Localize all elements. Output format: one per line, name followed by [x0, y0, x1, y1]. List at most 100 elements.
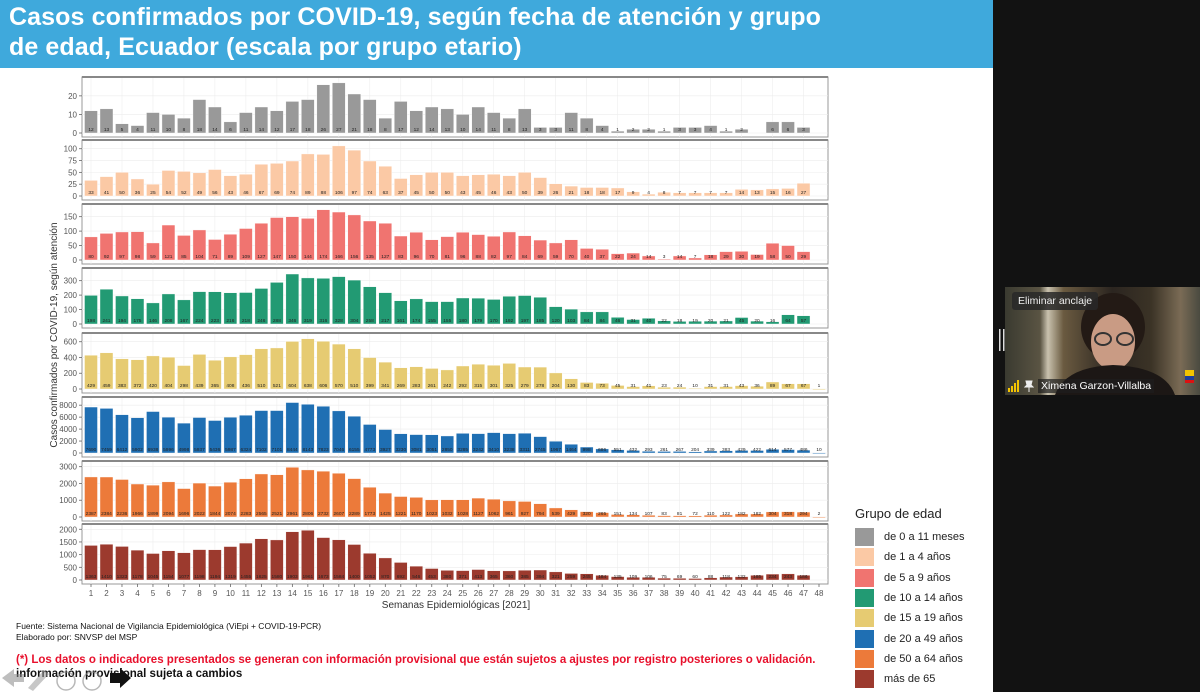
- legend-label: de 5 a 9 años: [884, 571, 951, 584]
- bar: [641, 451, 656, 454]
- bar-value-label: 11: [491, 127, 496, 133]
- bar: [765, 121, 780, 134]
- bar: [456, 570, 470, 581]
- bar-value-label: 408: [226, 383, 234, 389]
- bar-value-label: 234: [769, 574, 777, 580]
- zoom-circle-icon[interactable]: [56, 671, 76, 691]
- legend-swatch: [855, 528, 874, 547]
- bar-value-label: 283: [412, 383, 420, 389]
- bar-value-label: 109: [242, 254, 250, 260]
- bar-value-label: 39: [538, 190, 544, 196]
- bar: [254, 473, 269, 518]
- slideshow-controls[interactable]: [0, 664, 140, 692]
- bar: [440, 570, 454, 581]
- bar-value-label: 174: [412, 318, 420, 324]
- bar-value-label: 218: [242, 318, 250, 324]
- bar-value-label: 122: [722, 511, 730, 517]
- bar: [595, 125, 609, 134]
- x-tick-label: 26: [474, 589, 483, 598]
- bar: [409, 434, 423, 454]
- bar-value-label: 10: [460, 127, 466, 133]
- more-circle-icon[interactable]: [82, 671, 102, 691]
- bar: [409, 174, 423, 197]
- bar: [440, 369, 454, 390]
- bar: [579, 573, 594, 581]
- bar-value-label: 216: [226, 318, 234, 324]
- legend-item: de 15 a 19 años: [855, 608, 965, 628]
- bar: [115, 295, 129, 325]
- bar: [84, 295, 98, 325]
- bar: [564, 378, 578, 390]
- bar: [84, 180, 98, 197]
- bar: [781, 573, 795, 581]
- bar: [223, 234, 238, 261]
- bar: [223, 175, 238, 197]
- bar: [270, 539, 284, 581]
- bar-value-label: 383: [118, 383, 126, 389]
- pen-icon[interactable]: [28, 670, 49, 691]
- bar: [378, 117, 392, 134]
- bar-value-label: 50: [429, 190, 435, 196]
- legend-label: de 15 a 19 años: [884, 612, 963, 625]
- bar-value-label: 1903: [287, 574, 298, 580]
- bar: [146, 242, 160, 261]
- bar-value-label: 43: [739, 383, 745, 389]
- bar: [688, 192, 702, 197]
- y-tick-label: 200: [64, 369, 78, 378]
- bar-value-label: 328: [335, 318, 343, 324]
- bar: [672, 192, 687, 197]
- bar-value-label: 2961: [287, 511, 298, 517]
- bar: [487, 236, 501, 261]
- bar: [254, 164, 269, 197]
- bar: [533, 436, 547, 454]
- bar: [564, 308, 578, 325]
- bar-value-label: 261: [660, 447, 668, 453]
- unpin-button[interactable]: Eliminar anclaje: [1012, 292, 1099, 310]
- bar-value-label: 360: [505, 574, 513, 580]
- bar-value-label: 9: [632, 190, 635, 196]
- x-tick-label: 32: [567, 589, 576, 598]
- bar: [626, 386, 640, 390]
- bar-value-label: 13: [104, 127, 110, 133]
- bar-value-label: 135: [614, 574, 622, 580]
- bar-value-label: 41: [646, 383, 652, 389]
- bar: [502, 363, 516, 390]
- bar-value-label: 50: [119, 190, 125, 196]
- bar: [657, 451, 671, 454]
- bar-value-label: 3: [539, 127, 542, 133]
- participant-video[interactable]: Eliminar anclaje Ximena Garzon-Villalba: [1005, 287, 1200, 395]
- bar: [440, 108, 454, 134]
- bar: [471, 497, 485, 518]
- bar: [84, 355, 98, 390]
- bar-value-label: 292: [459, 383, 467, 389]
- legend-title: Grupo de edad: [855, 506, 942, 521]
- bar-value-label: 325: [505, 383, 513, 389]
- bar: [518, 501, 532, 518]
- legend-item: de 5 a 9 años: [855, 568, 965, 588]
- bar: [332, 473, 346, 518]
- bar: [765, 243, 780, 261]
- bar: [626, 450, 640, 454]
- bar-value-label: 6: [229, 127, 232, 133]
- bar: [239, 292, 253, 325]
- bar-value-label: 89: [228, 254, 234, 260]
- bar: [440, 172, 454, 197]
- bar: [99, 288, 114, 325]
- bar-value-label: 371: [459, 574, 467, 580]
- bar: [130, 359, 145, 390]
- x-tick-label: 39: [675, 589, 684, 598]
- bar-value-label: 298: [180, 383, 188, 389]
- bar: [456, 297, 470, 325]
- next-arrow-icon[interactable]: [110, 668, 131, 688]
- bar-value-label: 577: [784, 447, 792, 453]
- bar-value-label: 45: [739, 318, 745, 324]
- bar: [130, 549, 145, 581]
- bar-value-label: 52: [181, 190, 187, 196]
- x-tick-label: 23: [427, 589, 436, 598]
- bar: [626, 191, 640, 197]
- bar: [719, 192, 733, 197]
- bar-value-label: 961: [505, 511, 513, 517]
- panel-resize-handle[interactable]: [999, 329, 1005, 351]
- previous-arrow-icon[interactable]: [2, 669, 24, 687]
